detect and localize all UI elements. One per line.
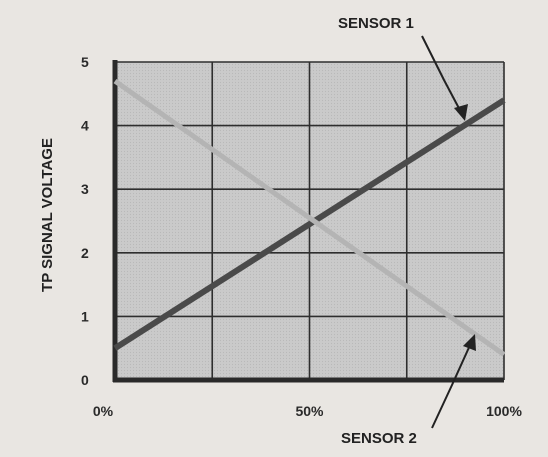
y-tick-label: 5 bbox=[81, 54, 89, 70]
series-group bbox=[113, 79, 506, 357]
axes bbox=[112, 60, 504, 383]
annotation-sensor-1: SENSOR 1 bbox=[338, 15, 414, 32]
y-axis-label: TP SIGNAL VOLTAGE bbox=[39, 138, 56, 292]
series-line-sensor-2 bbox=[113, 79, 506, 357]
arrowhead-sensor-1 bbox=[454, 104, 468, 121]
series-line-sensor-1 bbox=[113, 97, 506, 351]
y-tick-label: 0 bbox=[81, 372, 89, 388]
arrowhead-sensor-2 bbox=[463, 334, 476, 351]
y-tick-label: 4 bbox=[81, 118, 89, 134]
x-tick-label: 0% bbox=[93, 403, 114, 419]
y-tick-labels: 0 1 2 3 4 5 bbox=[81, 54, 89, 388]
annotations: SENSOR 1 SENSOR 2 bbox=[338, 15, 476, 447]
arrow-sensor-2 bbox=[431, 342, 472, 429]
x-tick-labels: 0% 50% 100% bbox=[93, 403, 523, 419]
annotation-sensor-2: SENSOR 2 bbox=[341, 430, 417, 447]
x-tick-label: 100% bbox=[486, 403, 522, 419]
y-tick-label: 2 bbox=[81, 245, 89, 261]
x-tick-label: 50% bbox=[295, 403, 324, 419]
arrow-sensor-1 bbox=[421, 35, 463, 115]
y-tick-label: 3 bbox=[81, 181, 89, 197]
y-tick-label: 1 bbox=[81, 308, 89, 324]
